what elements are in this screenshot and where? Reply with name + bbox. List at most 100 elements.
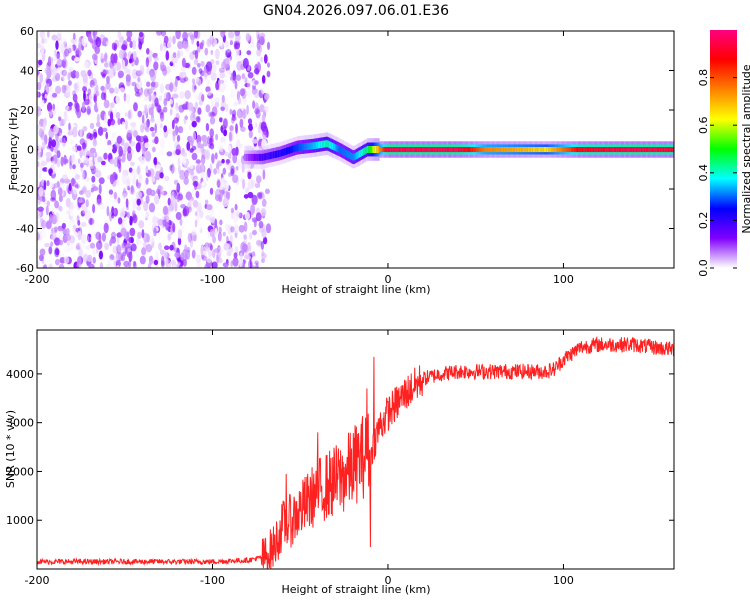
noise-speck [241, 163, 245, 173]
signal-cell [476, 147, 478, 153]
noise-speck [123, 217, 130, 223]
noise-speck [39, 73, 44, 84]
noise-speck [52, 224, 58, 230]
signal-cell [463, 147, 466, 153]
noise-speck [113, 87, 119, 94]
noise-speck [192, 82, 197, 93]
noise-speck [180, 252, 185, 261]
noise-speck [218, 67, 225, 73]
noise-speck [58, 239, 64, 246]
noise-speck [45, 205, 49, 216]
noise-speck [167, 197, 171, 206]
noise-speck [43, 263, 47, 268]
noise-speck [214, 227, 218, 238]
signal-cell [482, 147, 484, 153]
signal-cell [620, 147, 622, 153]
signal-cell [486, 147, 488, 153]
noise-speck [223, 118, 228, 129]
noise-speck [184, 115, 188, 121]
signal-cell [385, 147, 387, 153]
noise-speck [256, 40, 261, 51]
signal-cell [467, 147, 470, 153]
y-tick-label: 3000 [6, 417, 34, 430]
noise-speck [217, 231, 222, 242]
noise-speck [169, 98, 173, 105]
signal-cell [610, 147, 612, 153]
signal-cell [484, 147, 487, 153]
noise-speck [223, 129, 228, 137]
noise-speck [230, 165, 235, 175]
noise-speck [91, 175, 96, 183]
x-tick-label: 100 [553, 574, 574, 587]
signal-cell [599, 147, 601, 153]
noise-speck [71, 177, 75, 187]
noise-speck [131, 198, 137, 204]
noise-speck [222, 231, 226, 237]
signal-cell [273, 151, 276, 159]
noise-speck [51, 92, 58, 98]
noise-speck [92, 247, 96, 257]
noise-speck [92, 31, 98, 37]
signal-cell [545, 147, 547, 153]
noise-speck [55, 248, 60, 256]
signal-cell [440, 147, 443, 153]
signal-cell [408, 147, 411, 153]
noise-speck [51, 34, 58, 41]
noise-speck [37, 149, 41, 161]
signal-cell [640, 147, 643, 153]
noise-speck [63, 111, 68, 119]
signal-cell [591, 147, 594, 153]
noise-speck [175, 125, 179, 136]
noise-speck [226, 250, 232, 257]
noise-speck [208, 142, 211, 149]
signal-cell [530, 147, 532, 153]
noise-speck [143, 214, 148, 219]
noise-speck [72, 32, 76, 40]
signal-cell [253, 153, 256, 161]
signal-cell [600, 147, 602, 153]
noise-speck [220, 189, 225, 195]
y-tick-label: 4000 [6, 368, 34, 381]
noise-speck [195, 164, 202, 174]
signal-cell [397, 147, 400, 153]
noise-speck [233, 224, 239, 234]
noise-speck [99, 202, 105, 210]
noise-speck [46, 180, 50, 187]
noise-speck [161, 215, 167, 221]
noise-speck [137, 76, 141, 83]
noise-speck [256, 106, 261, 115]
noise-speck [205, 246, 210, 252]
noise-speck [86, 105, 91, 116]
noise-speck [262, 130, 267, 139]
signal-cell [454, 147, 456, 153]
noise-speck [202, 250, 208, 256]
noise-speck [219, 117, 223, 123]
noise-speck [117, 118, 121, 125]
noise-speck [239, 252, 243, 261]
noise-speck [228, 145, 232, 152]
noise-speck [255, 31, 260, 40]
noise-speck [45, 151, 52, 158]
noise-speck [152, 52, 158, 59]
noise-speck [176, 195, 180, 203]
noise-speck [138, 174, 143, 180]
noise-speck [213, 248, 220, 254]
noise-speck [206, 136, 211, 145]
noise-speck [101, 73, 106, 79]
noise-speck [50, 189, 57, 201]
noise-speck [193, 58, 199, 66]
signal-cell [327, 140, 330, 148]
noise-speck [168, 204, 175, 212]
noise-speck [194, 77, 200, 83]
noise-speck [209, 142, 215, 150]
noise-speck [56, 53, 61, 60]
noise-speck [86, 132, 92, 139]
noise-speck [85, 189, 91, 198]
signal-cell [443, 147, 445, 153]
noise-speck [232, 76, 237, 84]
signal-cell [602, 147, 605, 153]
signal-cell [666, 147, 669, 153]
noise-speck [157, 185, 164, 191]
signal-cell [342, 148, 344, 155]
noise-speck [89, 217, 93, 226]
